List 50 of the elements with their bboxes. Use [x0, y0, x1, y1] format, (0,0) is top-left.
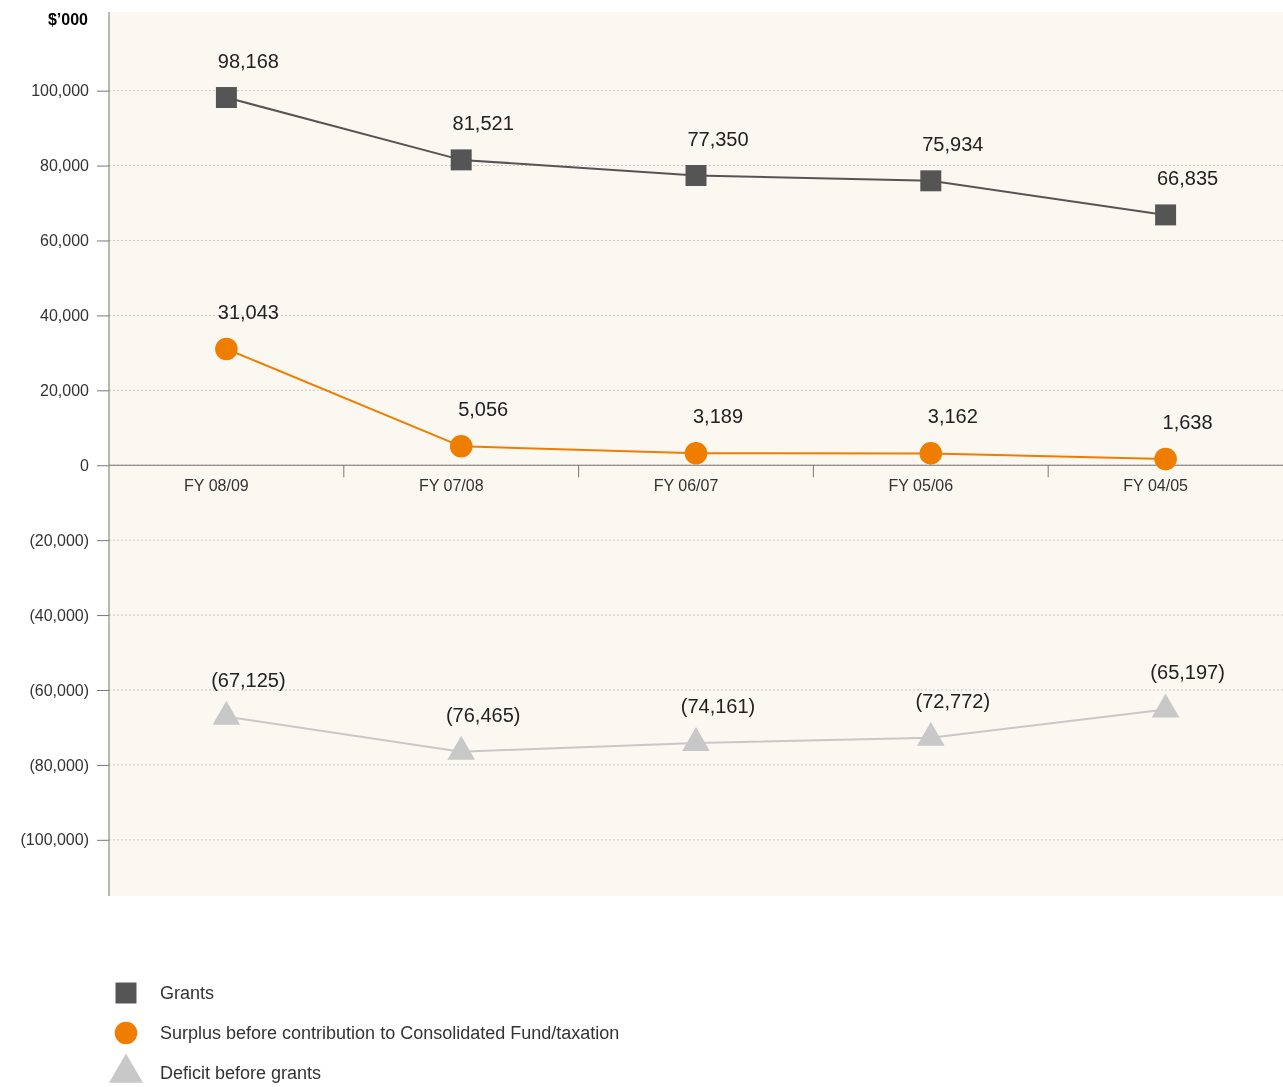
point: [212, 700, 241, 725]
point: [919, 442, 943, 465]
data-label: 66,835: [1157, 166, 1219, 189]
data-label: 5,056: [458, 398, 509, 421]
data-label: 3,162: [927, 405, 978, 428]
data-label: 98,168: [217, 49, 279, 72]
point: [682, 727, 710, 751]
legend-label: Grants: [160, 983, 215, 1003]
x-tick-label: FY 08/09: [184, 476, 249, 494]
data-label: 1,638: [1162, 411, 1213, 434]
point: [447, 735, 475, 760]
y-tick-label: (60,000): [29, 681, 89, 699]
y-tick-label: 80,000: [40, 157, 90, 175]
x-tick-label: FY 06/07: [653, 476, 719, 494]
y-tick-label: (40,000): [29, 606, 89, 624]
point: [450, 149, 472, 171]
point: [920, 170, 942, 192]
x-tick-label: FY 04/05: [1123, 476, 1189, 494]
data-label: (65,197): [1150, 661, 1225, 684]
data-label: 75,934: [922, 132, 984, 155]
data-label: 77,350: [687, 127, 749, 150]
point: [1155, 204, 1177, 226]
data-label: 81,521: [452, 111, 514, 134]
y-tick-label: 0: [80, 456, 90, 474]
y-tick-label: (20,000): [29, 531, 89, 549]
point: [215, 337, 238, 361]
y-tick-label: 20,000: [40, 381, 90, 399]
x-tick-label: FY 05/06: [888, 476, 954, 494]
data-label: 3,189: [692, 405, 744, 428]
y-tick-label: (100,000): [20, 831, 89, 849]
y-tick-label: 60,000: [40, 232, 90, 250]
legend-label: Deficit before grants: [160, 1063, 322, 1083]
data-label: (72,772): [915, 689, 991, 712]
y-tick-label: 40,000: [40, 307, 90, 325]
data-label: 31,043: [217, 300, 279, 323]
data-label: (74,161): [680, 695, 756, 718]
y-axis-title: $’000: [47, 11, 89, 28]
data-label: (67,125): [211, 668, 286, 691]
point: [1151, 693, 1180, 718]
x-tick-label: FY 07/08: [418, 476, 484, 494]
point: [215, 87, 237, 109]
point: [684, 442, 708, 465]
point: [1154, 447, 1177, 471]
legend-label: Surplus before contribution to Consolidated Fund/taxation: [160, 1023, 620, 1043]
point: [685, 165, 707, 186]
point: [917, 721, 945, 746]
point: [449, 435, 473, 458]
y-tick-label: 100,000: [31, 82, 90, 100]
data-label: (76,465): [445, 703, 521, 726]
y-tick-label: (80,000): [29, 756, 89, 774]
